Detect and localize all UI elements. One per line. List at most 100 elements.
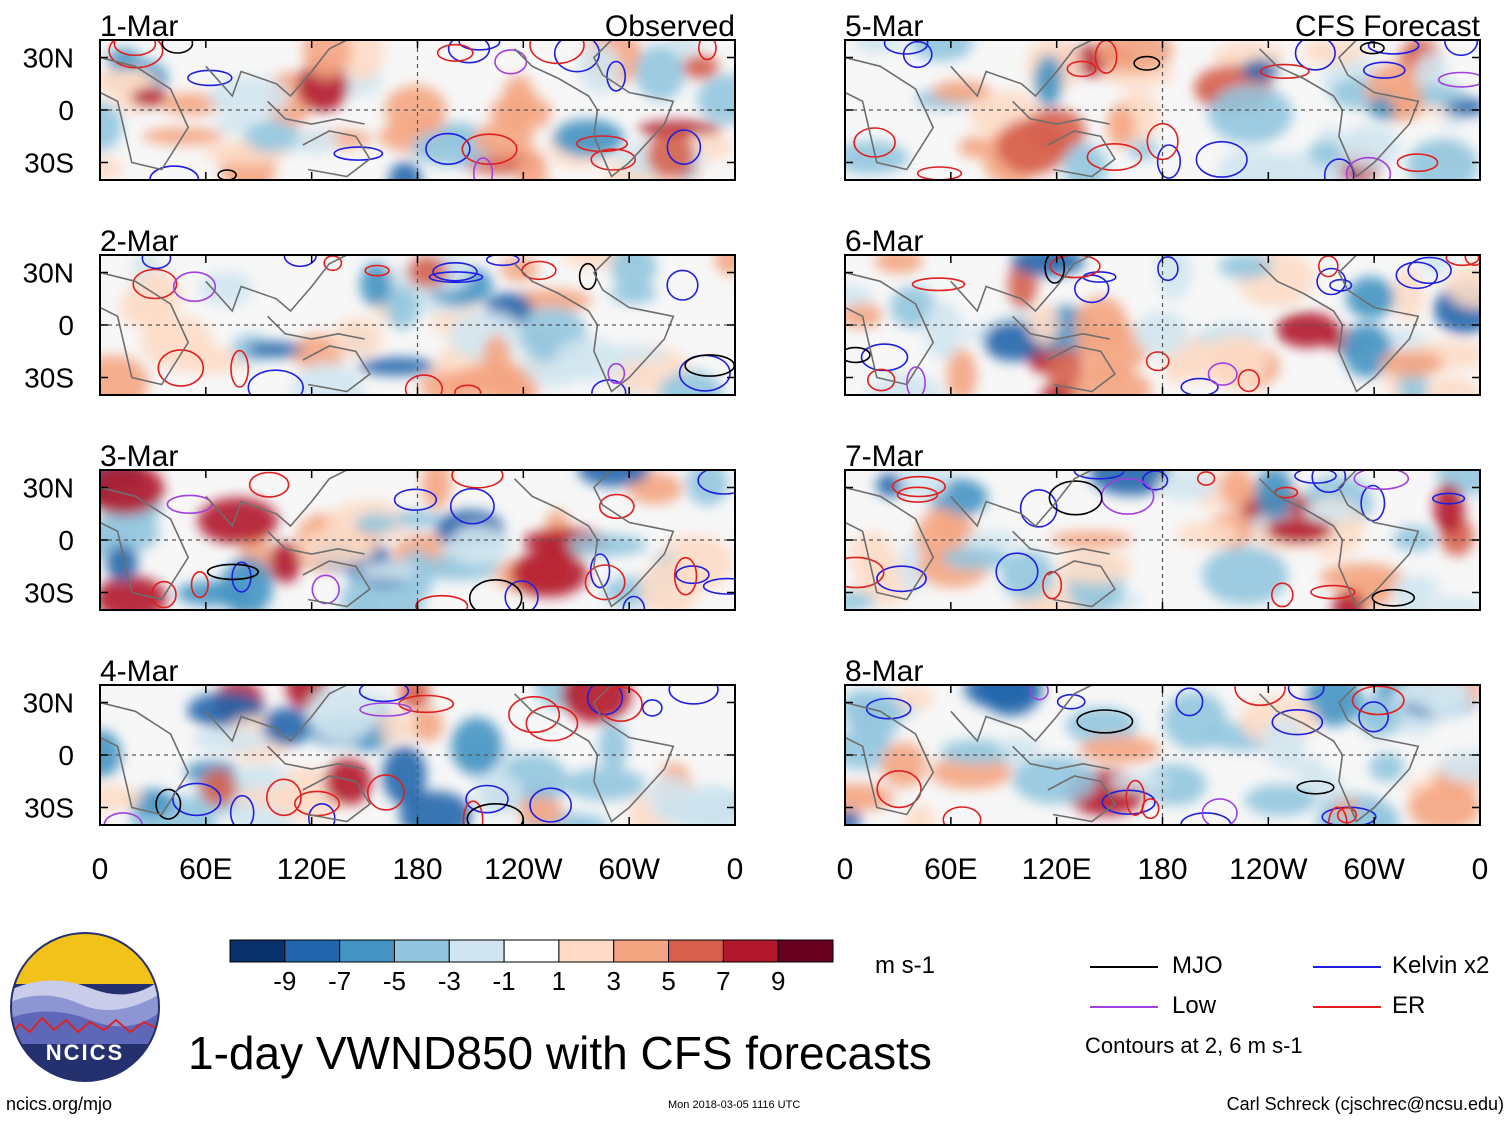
er-contour [1445,255,1480,267]
anomaly-blob [932,80,991,103]
colorbar-tick-label: -3 [438,966,461,996]
anomaly-field [100,40,735,180]
legend-line-mjo [1090,966,1158,968]
kelvin-contour [358,685,410,703]
x-tick-label: 60W [598,853,660,886]
coastline [513,685,675,823]
er-contour [1196,471,1216,486]
anomaly-blob [357,357,436,376]
er-contour [1237,369,1260,393]
anomaly-blob [553,119,624,158]
anomaly-blob [923,301,964,361]
er-contour [461,133,518,165]
x-tick-label: 120E [1022,853,1092,886]
anomaly-blob [214,114,253,135]
legend-label-er: ER [1392,992,1426,1019]
coastline [1012,530,1110,555]
low-contour [166,494,213,514]
kelvin-contour [1175,687,1204,717]
kelvin-contour [1367,40,1420,55]
er-contour [436,43,474,62]
er-contour [1234,685,1286,707]
panel-1-mar: 30N 0 30S 1-Mar Observed [23,10,736,181]
panel-3-mar: 30N 0 30S 3-Mar [23,440,736,611]
anomaly-blob [1244,784,1316,817]
mjo-contour [217,169,237,180]
low-contour [1207,362,1238,386]
kelvin-contour [1157,256,1179,282]
y-tick-label: 30N [23,473,74,504]
low-contour [1437,71,1480,88]
colorbar-swatch [668,939,724,963]
coastline [267,315,365,340]
anomaly-blob [682,783,735,825]
anomaly-blob [100,355,149,395]
x-tick-label: 0 [1472,853,1489,886]
anomaly-field [100,685,735,825]
kelvin-contour [1407,256,1452,285]
anomaly-blob [566,534,648,557]
anomaly-blob [197,497,278,545]
low-contour [1353,470,1410,490]
anomaly-blob [399,685,430,711]
low-contour [1201,798,1238,825]
anomaly-blob [1393,268,1424,323]
anomaly-blob [107,48,140,70]
er-contour [157,349,205,387]
er-contour [584,564,626,601]
colorbar-swatch [558,939,615,963]
anomaly-blob [1407,784,1480,825]
anomaly-blob [200,768,237,807]
kelvin-contour [458,40,501,51]
coastline [302,775,371,823]
y-tick-label: 0 [58,310,74,341]
anomaly-blob [1406,138,1479,180]
contours-note: Contours at 2, 6 m s-1 [1085,1033,1303,1058]
er-contour [508,695,561,734]
anomaly-blob [1012,756,1097,804]
er-contour [1125,779,1146,817]
colorbar-swatch [393,939,450,963]
coastline [845,486,935,601]
y-tick-label: 30S [24,363,74,394]
anomaly-blob [646,132,695,179]
anomaly-blob [1446,264,1480,309]
anomaly-field [845,40,1480,180]
kelvin-contour [1180,377,1219,395]
colorbar-tick-label: -1 [493,966,516,996]
anomaly-blob [1276,312,1339,348]
y-tick-label: 30N [23,688,74,719]
panel-date-label: 6-Mar [845,225,923,258]
anomaly-blob [1208,85,1293,144]
anomaly-blob [449,524,506,566]
x-tick-label: 60W [1343,853,1405,886]
kelvin-contour [1294,40,1336,71]
colorbar-tick-label: 1 [552,966,566,996]
kelvin-contour [553,40,601,73]
kelvin-contour [529,787,573,823]
low-contour [473,157,494,180]
anomaly-blob [1380,349,1444,378]
coastline [1258,685,1420,823]
anomaly-blob [958,136,991,158]
anomaly-blob [849,531,896,581]
coastline [302,560,371,608]
er-contour [529,40,585,65]
kelvin-contour [641,699,663,717]
anomaly-blob [299,528,376,566]
anomaly-blob [100,69,147,95]
er-contour [404,374,443,395]
anomaly-blob [1202,546,1289,605]
legend-label-low: Low [1172,992,1217,1019]
er-contour [230,349,250,388]
mjo-contour [1048,480,1103,516]
logo-text: NCICS [46,1040,124,1065]
kelvin-contour [606,60,627,92]
anomaly-blob [561,685,632,724]
er-contour [1145,351,1170,372]
kelvin-contour [308,803,336,825]
legend-line-low [1090,1006,1158,1008]
anomaly-blob [421,470,452,509]
anomaly-blob [1255,470,1294,520]
site-link[interactable]: ncics.org/mjo [6,1094,113,1114]
